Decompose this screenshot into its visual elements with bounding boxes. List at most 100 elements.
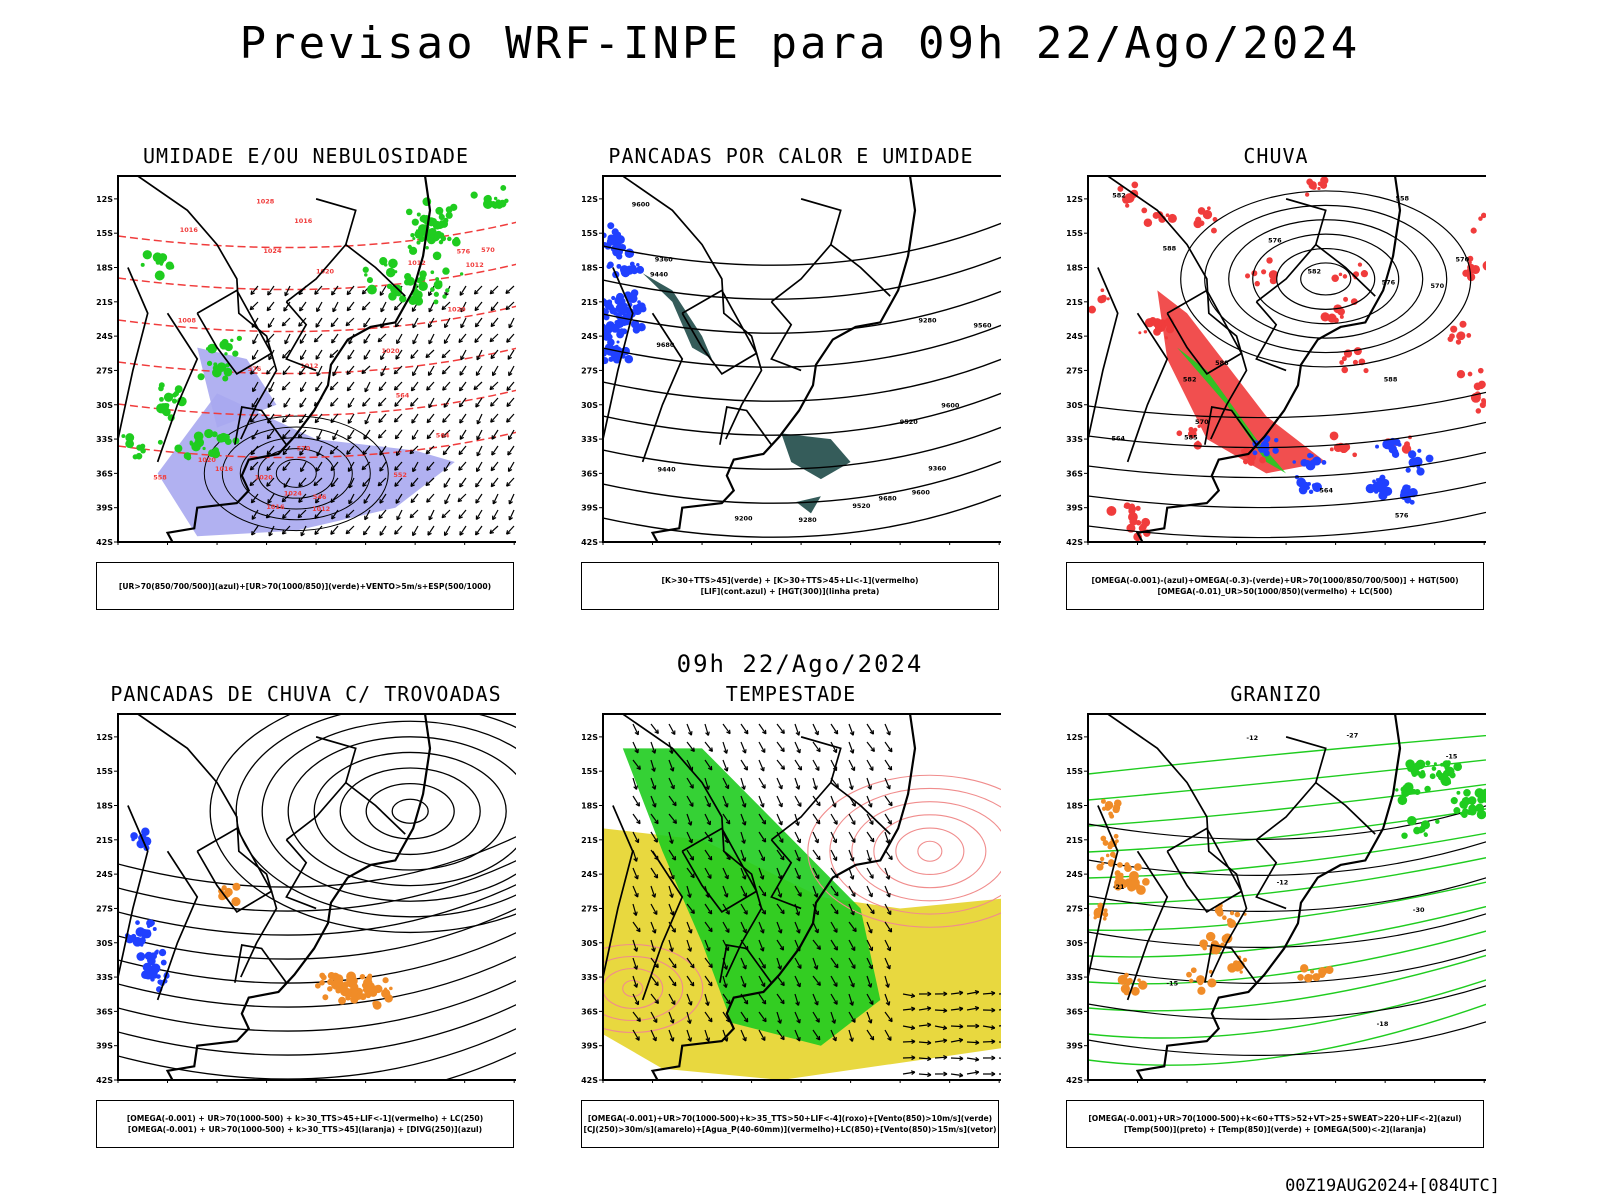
height-contour (603, 426, 1001, 470)
height-contour (603, 460, 1001, 504)
isobar (221, 426, 371, 521)
lat-tick-label: 30S (96, 401, 113, 410)
contour-label: 1020 (381, 347, 400, 355)
lat-tick-label: 15S (581, 767, 598, 776)
rain-blob-red (1193, 206, 1218, 234)
lat-tick-label: 27S (96, 366, 113, 375)
map-frame (1087, 175, 1486, 543)
contour-label: 9520 (900, 418, 919, 426)
thickness-line (118, 347, 516, 375)
panel-title: GRANIZO (1230, 682, 1322, 706)
lat-tick-label: 42S (96, 538, 113, 545)
border-line (1315, 781, 1376, 835)
border-line (719, 406, 773, 446)
height-contour (1088, 511, 1486, 539)
contour-label: 576 (1395, 511, 1409, 519)
omega-area-orange (1114, 862, 1142, 888)
temp850-blob (1450, 790, 1486, 815)
border-line (345, 243, 406, 297)
temp850-contour (1088, 954, 1486, 1012)
rain-blob-red (1245, 257, 1279, 287)
panel-chuva: CHUVA 588 588 582 576 570 588 582 576 570 564 558 5… (1046, 144, 1506, 624)
temp850-blob (1395, 782, 1431, 806)
height-contour (603, 290, 1001, 334)
temp500-contour (1088, 805, 1486, 840)
instability-area (642, 273, 712, 359)
contour-label: 558 (153, 474, 167, 482)
lat-tick-label: 15S (1066, 767, 1083, 776)
map-tempestade: 12S15S18S21S24S27S30S33S36S39S42S70W65W6… (581, 708, 1001, 1083)
contour-label: 564 (1111, 435, 1125, 443)
streamline (118, 884, 516, 936)
lat-tick-label: 30S (581, 939, 598, 948)
border-line (345, 781, 406, 835)
contour-label: 1020 (255, 474, 274, 482)
streamline-red (895, 827, 965, 876)
panel-legend: [OMEGA(-0.001)-(azul)+OMEGA(-0.3)-(verde… (1066, 562, 1484, 610)
lat-tick-label: 30S (1066, 401, 1083, 410)
contour-label: 564 (436, 432, 450, 440)
border-line (622, 714, 763, 978)
temp850-blob (1405, 759, 1437, 779)
isobar (257, 448, 335, 499)
contour-label: 9200 (734, 514, 753, 522)
coastline (650, 714, 917, 1080)
border-line (1315, 243, 1376, 297)
coastline (1135, 714, 1402, 1080)
border-line (1107, 714, 1248, 978)
divergence-blob-blue (135, 919, 157, 940)
omega-area-orange (1297, 964, 1334, 983)
border-line (137, 714, 278, 978)
contour-label: 9440 (658, 465, 677, 473)
contour-label: 582 (1112, 191, 1126, 199)
panel-legend: [UR>70(850/700/500)](azul)+[UR>70(1000/8… (96, 562, 514, 610)
axes: 12S15S18S21S24S27S30S33S36S39S42S70W65W6… (96, 713, 516, 1083)
height-contour (603, 222, 1001, 266)
map-pancadas-trovoadas: 12S15S18S21S24S27S30S33S36S39S42S70W65W6… (96, 708, 516, 1083)
contour-label: 1012 (408, 259, 426, 267)
omega-area-orange (1096, 851, 1123, 871)
lat-tick-label: 24S (1066, 332, 1083, 341)
rain-blob-blue (1294, 474, 1322, 495)
streamline (209, 714, 516, 934)
coastline (650, 176, 917, 542)
rain-blob-red (1456, 367, 1486, 391)
map-frame (602, 175, 1001, 543)
wind-vectors (632, 723, 893, 1042)
contour-label: 570 (1431, 282, 1445, 290)
lat-tick-label: 21S (581, 298, 598, 307)
axes: 12S15S18S21S24S27S30S33S36S39S42S70W65W6… (96, 175, 516, 545)
temp850-contour (1088, 808, 1486, 853)
humidity-contour-green (158, 382, 183, 415)
map-content: 588 588 582 576 570 588 582 576 570 564 558 582 576 5… (1088, 176, 1486, 542)
lat-tick-label: 12S (96, 195, 113, 204)
lat-tick-label: 21S (1066, 298, 1083, 307)
temp850-blob (1401, 815, 1440, 839)
streamline (118, 1004, 516, 1056)
divergence-blob-blue (136, 948, 167, 966)
contour-label: 1012 (300, 362, 318, 370)
contour-label: 1016 (180, 226, 199, 234)
streamline (235, 714, 516, 918)
contour-label: 9280 (918, 317, 937, 325)
streamline (118, 980, 516, 1032)
lat-tick-label: 12S (96, 733, 113, 742)
height-contour (1300, 262, 1352, 296)
lat-tick-label: 42S (581, 1076, 598, 1083)
contour-label: 588 (1384, 375, 1398, 383)
map-svg: 12S15S18S21S24S27S30S33S36S39S42S70W65W6… (581, 713, 1001, 1083)
lat-tick-label: 33S (1066, 435, 1083, 444)
isobar (275, 458, 317, 488)
axes: 12S15S18S21S24S27S30S33S36S39S42S70W65W6… (1066, 175, 1486, 545)
map-svg: -12-15-21-27-30-12-15-1812S15S18S21S24S2… (1066, 713, 1486, 1083)
contour-label: 1020 (448, 305, 467, 313)
lat-tick-label: 21S (96, 836, 113, 845)
border-line (603, 805, 634, 984)
height-contour (603, 358, 1001, 402)
coastline (165, 176, 432, 542)
temp850-contour (1088, 979, 1486, 1039)
contour-label: 588 (1215, 359, 1229, 367)
border-line (156, 312, 199, 463)
lat-tick-label: 36S (1066, 1007, 1083, 1016)
lat-tick-label: 21S (96, 298, 113, 307)
